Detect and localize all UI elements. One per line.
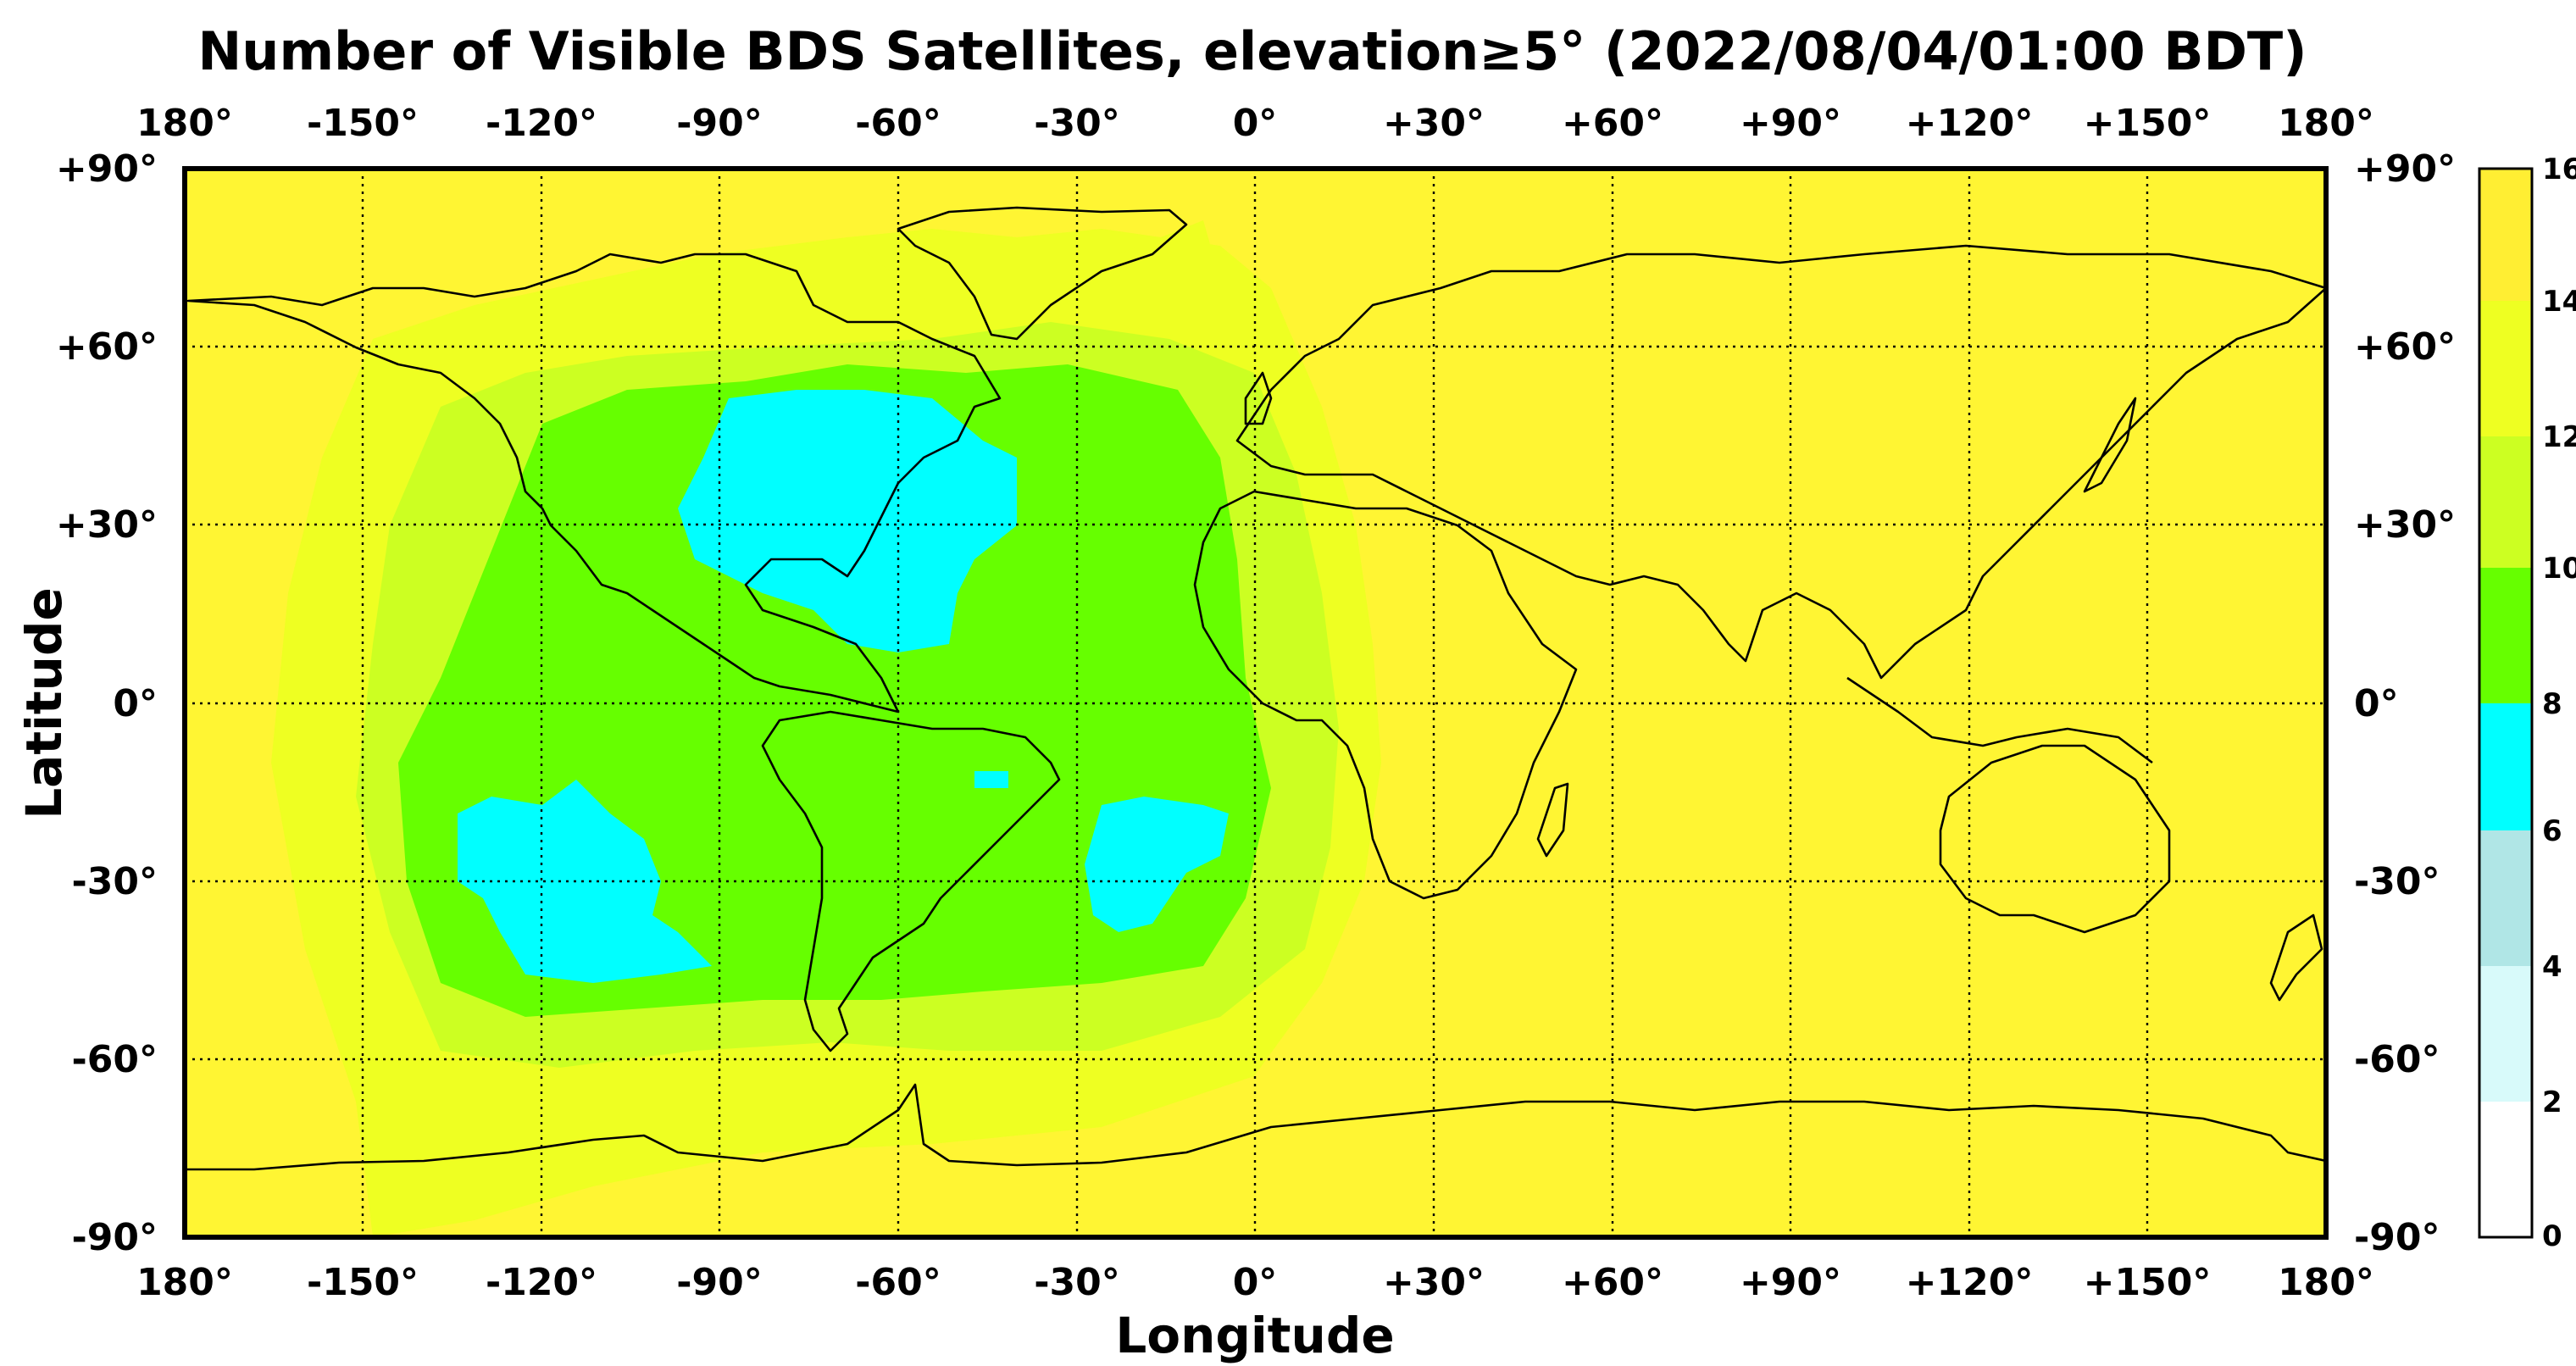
x-tick-top: 180° bbox=[136, 102, 233, 145]
colorbar-tick: 10 bbox=[2542, 552, 2576, 586]
map-panel bbox=[185, 169, 2326, 1237]
australia-coast bbox=[1939, 744, 2171, 934]
y-tick-right: +30° bbox=[2354, 503, 2456, 547]
colorbar-tick: 0 bbox=[2542, 1219, 2562, 1253]
x-tick-top: -30° bbox=[1034, 102, 1120, 145]
antarctica-coast bbox=[185, 1083, 2326, 1171]
south-america-coast bbox=[761, 710, 1061, 1052]
x-tick-top: -120° bbox=[486, 102, 597, 145]
x-tick-bottom: -60° bbox=[855, 1261, 941, 1304]
x-tick-bottom: 180° bbox=[136, 1261, 233, 1304]
y-tick-left: +60° bbox=[56, 325, 158, 369]
x-tick-bottom: +90° bbox=[1740, 1261, 1841, 1304]
north-atlantic-low-region bbox=[678, 390, 1017, 652]
y-tick-right: +60° bbox=[2354, 325, 2456, 369]
x-tick-bottom: -120° bbox=[486, 1261, 597, 1304]
y-tick-left: +30° bbox=[56, 503, 158, 547]
colorbar-tick: 6 bbox=[2542, 814, 2562, 848]
y-tick-left: -30° bbox=[72, 860, 158, 903]
colorbar-segment bbox=[2479, 966, 2532, 1102]
x-tick-top: -60° bbox=[855, 102, 941, 145]
eurasia-coast bbox=[1235, 244, 2326, 680]
x-axis-label: Longitude bbox=[1115, 1307, 1394, 1364]
colorbar-tick: 14 bbox=[2542, 285, 2576, 319]
colorbar-segment bbox=[2479, 830, 2532, 966]
colorbar-tick: 4 bbox=[2542, 950, 2562, 984]
colorbar-frame bbox=[2478, 167, 2534, 1239]
y-tick-left: 0° bbox=[113, 682, 158, 725]
amazon-low-region bbox=[974, 771, 1008, 788]
colorbar-tick: 8 bbox=[2542, 687, 2562, 721]
x-tick-bottom: -90° bbox=[676, 1261, 763, 1304]
x-tick-top: 180° bbox=[2278, 102, 2374, 145]
south-atlantic-low-region bbox=[1085, 797, 1229, 932]
y-ticks-right: +90° +60° +30° 0° -30° -60° -90° bbox=[2354, 147, 2456, 1259]
x-tick-top: +90° bbox=[1740, 102, 1841, 145]
map-frame bbox=[182, 166, 2329, 1240]
colorbar-segment bbox=[2479, 436, 2532, 568]
x-tick-top: +30° bbox=[1383, 102, 1485, 145]
madagascar-coast bbox=[1536, 782, 1569, 858]
indonesia-coast bbox=[1846, 676, 2153, 764]
y-tick-right: -90° bbox=[2354, 1216, 2440, 1259]
colorbar-segment bbox=[2479, 703, 2532, 830]
x-tick-top: +60° bbox=[1562, 102, 1663, 145]
chart-title: Number of Visible BDS Satellites, elevat… bbox=[197, 20, 2307, 82]
y-tick-right: -30° bbox=[2354, 860, 2440, 903]
y-tick-left: -60° bbox=[72, 1038, 158, 1081]
colorbar-segment bbox=[2479, 301, 2532, 436]
x-tick-bottom: +60° bbox=[1562, 1261, 1663, 1304]
x-tick-top: -90° bbox=[676, 102, 763, 145]
africa-coast bbox=[1193, 490, 1578, 900]
greenland-belt-region bbox=[847, 220, 1220, 305]
colorbar-tick: 16 bbox=[2542, 153, 2576, 186]
colorbar-tick: 12 bbox=[2542, 420, 2576, 454]
x-tick-top: 0° bbox=[1233, 102, 1278, 145]
x-tick-bottom: +150° bbox=[2084, 1261, 2212, 1304]
y-ticks-left: +90° +60° +30° 0° -30° -60° -90° bbox=[56, 147, 158, 1259]
north-america-coast bbox=[186, 253, 1002, 714]
south-pacific-low-region bbox=[458, 780, 712, 983]
x-tick-bottom: 180° bbox=[2278, 1261, 2374, 1304]
x-tick-bottom: -150° bbox=[307, 1261, 419, 1304]
colorbar-segment bbox=[2479, 1102, 2532, 1237]
x-tick-top: -150° bbox=[307, 102, 419, 145]
japan-coast bbox=[2083, 397, 2137, 493]
colorbar-segment bbox=[2479, 568, 2532, 703]
x-ticks-top: 180° -150° -120° -90° -60° -30° 0° +30° … bbox=[136, 102, 2374, 145]
y-tick-right: +90° bbox=[2354, 147, 2456, 191]
x-tick-top: +120° bbox=[1906, 102, 2034, 145]
uk-coast bbox=[1244, 371, 1273, 425]
colorbar-segment bbox=[2479, 169, 2532, 301]
y-tick-left: -90° bbox=[72, 1216, 158, 1259]
new-zealand-coast bbox=[2269, 913, 2323, 1002]
x-ticks-bottom: 180° -150° -120° -90° -60° -30° 0° +30° … bbox=[136, 1261, 2374, 1304]
greenland-coast bbox=[897, 206, 1188, 341]
x-tick-top: +150° bbox=[2084, 102, 2212, 145]
y-tick-right: -60° bbox=[2354, 1038, 2440, 1081]
gridlines bbox=[185, 169, 2326, 1237]
y-tick-right: 0° bbox=[2354, 682, 2399, 725]
y-axis-label: Latitude bbox=[15, 587, 73, 819]
colorbar: 0 2 4 6 8 10 12 14 16 bbox=[2478, 153, 2576, 1253]
coastlines bbox=[185, 206, 2326, 1171]
y-tick-left: +90° bbox=[56, 147, 158, 191]
colorbar-tick: 2 bbox=[2542, 1086, 2562, 1119]
x-tick-bottom: 0° bbox=[1233, 1261, 1278, 1304]
x-tick-bottom: +120° bbox=[1906, 1261, 2034, 1304]
x-tick-bottom: -30° bbox=[1034, 1261, 1120, 1304]
x-tick-bottom: +30° bbox=[1383, 1261, 1485, 1304]
